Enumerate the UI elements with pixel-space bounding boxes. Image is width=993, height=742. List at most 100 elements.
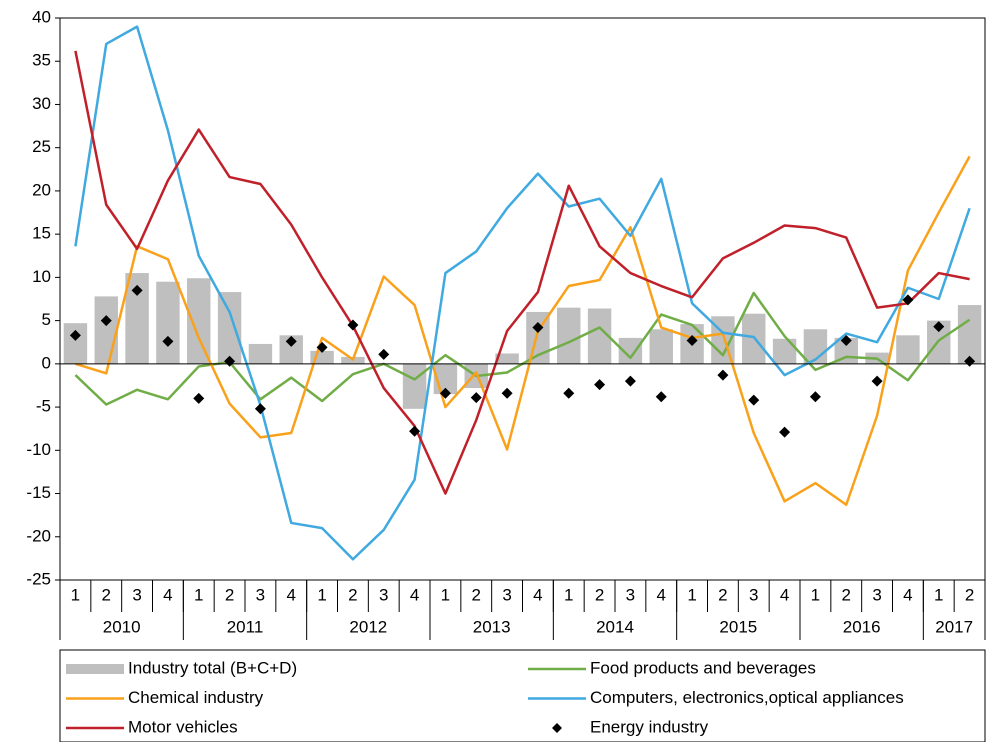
- diamond-marker: [378, 348, 390, 360]
- x-tick-label: 4: [163, 585, 172, 604]
- diamond-marker: [501, 387, 513, 399]
- y-tick-label: 35: [32, 51, 51, 70]
- diamond-marker: [316, 341, 328, 353]
- year-label: 2016: [843, 617, 881, 636]
- y-tick-label: 25: [32, 137, 51, 156]
- bar: [94, 296, 118, 364]
- diamond-marker: [439, 387, 451, 399]
- bar: [125, 273, 149, 364]
- y-tick-label: 0: [42, 353, 51, 372]
- x-tick-label: 3: [132, 585, 141, 604]
- diamond-marker: [809, 391, 821, 403]
- bar: [495, 353, 519, 364]
- year-label: 2012: [349, 617, 387, 636]
- y-tick-label: -5: [36, 397, 51, 416]
- bar: [156, 281, 180, 364]
- x-tick-label: 4: [657, 585, 666, 604]
- y-tick-label: -10: [26, 440, 51, 459]
- bar: [63, 323, 88, 364]
- x-tick-label: 2: [472, 585, 481, 604]
- legend-label: Energy industry: [590, 717, 709, 736]
- x-tick-label: 2: [842, 585, 851, 604]
- x-tick-label: 2: [102, 585, 111, 604]
- x-tick-label: 3: [502, 585, 511, 604]
- diamond-marker: [902, 294, 914, 306]
- x-tick-label: 1: [934, 585, 943, 604]
- y-tick-label: 15: [32, 224, 51, 243]
- series-line: [74, 50, 970, 495]
- bar: [557, 307, 581, 364]
- diamond-marker: [285, 335, 297, 347]
- year-label: 2010: [103, 617, 141, 636]
- bar: [618, 337, 643, 364]
- legend-label: Chemical industry: [128, 688, 264, 707]
- legend-box: [59, 649, 986, 742]
- x-tick-label: 4: [533, 585, 542, 604]
- diamond-marker: [470, 392, 482, 404]
- year-label: 2015: [719, 617, 757, 636]
- legend-label: Industry total (B+C+D): [128, 658, 297, 677]
- diamond-marker: [563, 387, 575, 399]
- diamond-marker: [69, 329, 81, 341]
- year-label: 2017: [935, 617, 973, 636]
- x-tick-label: 1: [811, 585, 820, 604]
- bar: [896, 335, 920, 364]
- x-tick-label: 4: [410, 585, 419, 604]
- y-tick-label: 40: [32, 7, 51, 26]
- bar: [187, 278, 211, 364]
- x-tick-label: 2: [348, 585, 357, 604]
- legend-label: Motor vehicles: [128, 717, 238, 736]
- series-line: [74, 25, 971, 561]
- x-tick-label: 1: [441, 585, 450, 604]
- legend-label: Food products and beverages: [590, 658, 816, 677]
- legend-label: Computers, electronics,optical appliance…: [590, 688, 904, 707]
- x-tick-label: 3: [256, 585, 265, 604]
- diamond-marker: [594, 379, 606, 391]
- x-tick-label: 4: [780, 585, 789, 604]
- bar: [248, 343, 273, 364]
- y-tick-label: 30: [32, 94, 51, 113]
- year-label: 2014: [596, 617, 634, 636]
- x-tick-label: 3: [872, 585, 881, 604]
- bar: [957, 305, 982, 364]
- legend-swatch: [66, 664, 124, 674]
- x-tick-label: 1: [564, 585, 573, 604]
- diamond-marker: [933, 321, 945, 333]
- x-tick-label: 1: [194, 585, 203, 604]
- x-tick-label: 2: [718, 585, 727, 604]
- x-tick-label: 1: [71, 585, 80, 604]
- diamond-marker: [748, 394, 760, 406]
- diamond-marker: [624, 375, 636, 387]
- diamond-marker: [254, 403, 266, 415]
- bar: [772, 338, 797, 364]
- x-tick-label: 3: [749, 585, 758, 604]
- year-label: 2011: [227, 617, 264, 636]
- diamond-marker: [162, 335, 174, 347]
- diamond-marker: [840, 335, 852, 347]
- diamond-marker: [717, 369, 729, 381]
- diamond-marker: [409, 425, 421, 437]
- x-tick-label: 2: [965, 585, 974, 604]
- diamond-marker: [532, 322, 544, 334]
- x-tick-label: 4: [287, 585, 296, 604]
- x-tick-label: 4: [903, 585, 912, 604]
- bar: [279, 335, 303, 364]
- bar: [402, 363, 427, 409]
- diamond-marker: [779, 426, 791, 438]
- year-label: 2013: [473, 617, 511, 636]
- x-tick-label: 1: [687, 585, 696, 604]
- bar: [587, 308, 612, 364]
- x-tick-label: 2: [595, 585, 604, 604]
- y-tick-label: -20: [26, 526, 51, 545]
- bar: [649, 329, 673, 364]
- x-tick-label: 1: [317, 585, 326, 604]
- y-tick-label: 5: [42, 310, 51, 329]
- y-tick-label: -25: [26, 569, 51, 588]
- diamond-marker: [131, 284, 143, 296]
- y-tick-label: -15: [26, 483, 51, 502]
- diamond-marker: [655, 391, 667, 403]
- x-tick-label: 3: [379, 585, 388, 604]
- y-tick-label: 20: [32, 180, 51, 199]
- diamond-marker: [100, 315, 112, 327]
